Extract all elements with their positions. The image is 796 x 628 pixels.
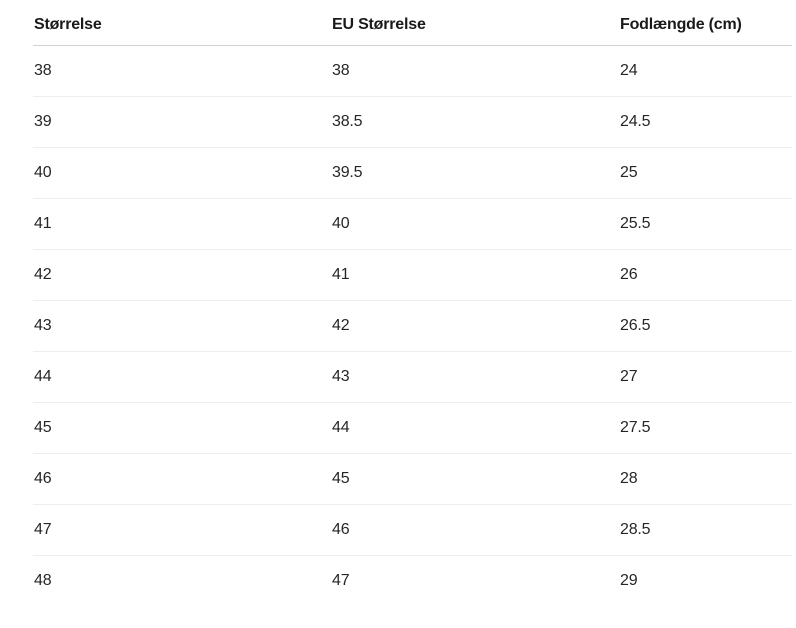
cell-fodlaengde: 24.5	[619, 96, 792, 148]
cell-storrelse: 47	[33, 504, 331, 556]
cell-eu-storrelse: 40	[331, 198, 619, 250]
cell-eu-storrelse: 39.5	[331, 147, 619, 199]
cell-fodlaengde: 27	[619, 351, 792, 403]
table-row: 48 47 29	[33, 556, 792, 607]
table-row: 44 43 27	[33, 351, 792, 403]
cell-fodlaengde: 27.5	[619, 402, 792, 454]
table-row: 39 38.5 24.5	[33, 96, 792, 148]
cell-eu-storrelse: 38.5	[331, 96, 619, 148]
cell-eu-storrelse: 46	[331, 504, 619, 556]
cell-fodlaengde: 28	[619, 453, 792, 505]
table-header-row: Størrelse EU Størrelse Fodlængde (cm)	[33, 6, 792, 46]
cell-storrelse: 41	[33, 198, 331, 250]
column-header-storrelse: Størrelse	[33, 6, 331, 46]
cell-eu-storrelse: 38	[331, 45, 619, 97]
cell-fodlaengde: 25	[619, 147, 792, 199]
cell-storrelse: 48	[34, 572, 52, 589]
table-row: 41 40 25.5	[33, 198, 792, 250]
cell-storrelse: 45	[33, 402, 331, 454]
cell-fodlaengde: 24	[619, 45, 792, 97]
cell-eu-storrelse: 44	[331, 402, 619, 454]
cell-eu-storrelse: 47	[332, 572, 350, 589]
table-row: 38 38 24	[33, 45, 792, 97]
cell-storrelse: 46	[33, 453, 331, 505]
cell-fodlaengde: 25.5	[619, 198, 792, 250]
cell-fodlaengde: 26.5	[619, 300, 792, 352]
column-header-eu-storrelse: EU Størrelse	[331, 6, 619, 46]
cell-storrelse: 40	[33, 147, 331, 199]
cell-eu-storrelse: 45	[331, 453, 619, 505]
table-row: 46 45 28	[33, 453, 792, 505]
table-row: 47 46 28.5	[33, 504, 792, 556]
size-conversion-table: Størrelse EU Størrelse Fodlængde (cm) 38…	[33, 6, 792, 606]
cell-eu-storrelse: 42	[331, 300, 619, 352]
cell-fodlaengde: 26	[619, 249, 792, 301]
cell-storrelse: 42	[33, 249, 331, 301]
cell-storrelse: 44	[33, 351, 331, 403]
table-row: 43 42 26.5	[33, 300, 792, 352]
cell-eu-storrelse: 43	[331, 351, 619, 403]
column-header-fodlaengde: Fodlængde (cm)	[619, 6, 792, 46]
cell-storrelse: 38	[33, 45, 331, 97]
cell-storrelse: 43	[33, 300, 331, 352]
table-row: 45 44 27.5	[33, 402, 792, 454]
table-row: 42 41 26	[33, 249, 792, 301]
cell-fodlaengde: 28.5	[619, 504, 792, 556]
cell-eu-storrelse: 41	[331, 249, 619, 301]
cell-storrelse: 39	[33, 96, 331, 148]
cell-fodlaengde: 29	[620, 572, 638, 589]
table-row: 40 39.5 25	[33, 147, 792, 199]
